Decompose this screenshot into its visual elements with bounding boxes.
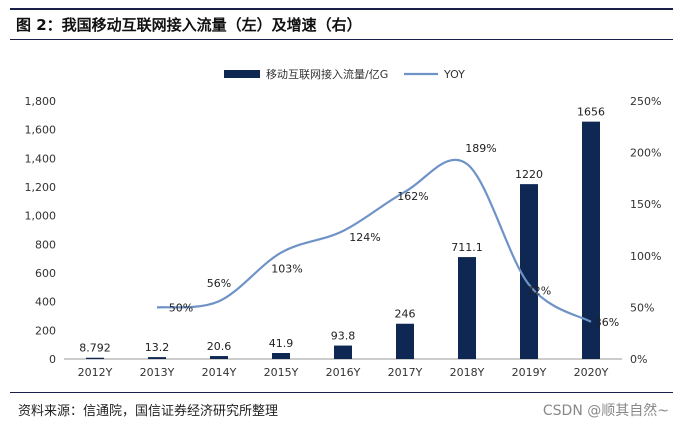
figure-title: 图 2：我国移动互联网接入流量（左）及增速（右）	[16, 16, 362, 34]
bar-value-label: 711.1	[451, 241, 483, 254]
yoy-value-label: 189%	[465, 142, 496, 155]
figure-title-bar: 图 2：我国移动互联网接入流量（左）及增速（右）	[10, 8, 673, 40]
right-axis-tick-label: 100%	[630, 250, 661, 263]
left-axis-tick-label: 1,000	[25, 210, 57, 223]
left-axis-tick-label: 600	[35, 267, 56, 280]
watermark: CSDN @顺其自然~	[542, 403, 669, 419]
left-axis-tick-label: 1,400	[25, 152, 57, 165]
left-axis-tick-label: 800	[35, 238, 56, 251]
left-axis-tick-label: 200	[35, 324, 56, 337]
left-axis-tick-label: 0	[49, 353, 56, 366]
bar-2016Y	[334, 345, 352, 359]
bar-2018Y	[458, 257, 476, 359]
yoy-value-label: 124%	[349, 231, 380, 244]
yoy-value-label: 50%	[169, 301, 193, 314]
right-axis-tick-label: 150%	[630, 198, 661, 211]
bar-2015Y	[272, 352, 290, 359]
right-axis-tick-label: 50%	[630, 301, 654, 314]
bar-2017Y	[396, 323, 414, 359]
x-axis-tick-label: 2013Y	[140, 366, 175, 379]
x-axis-tick-label: 2012Y	[78, 366, 113, 379]
bar-2013Y	[148, 357, 166, 359]
x-axis-tick-label: 2015Y	[264, 366, 299, 379]
left-axis-tick-label: 400	[35, 296, 56, 309]
yoy-value-label: 72%	[527, 285, 551, 298]
yoy-value-label: 162%	[397, 190, 428, 203]
yoy-value-label: 56%	[207, 277, 231, 290]
bar-value-label: 1656	[577, 106, 605, 119]
left-axis-tick-label: 1,200	[25, 181, 57, 194]
legend-bar-swatch	[224, 70, 260, 78]
left-axis-tick-label: 1,800	[25, 95, 57, 108]
right-axis-tick-label: 200%	[630, 147, 661, 160]
bar-value-label: 8.792	[79, 342, 111, 355]
yoy-value-label: 103%	[271, 263, 302, 276]
x-axis-tick-label: 2014Y	[202, 366, 237, 379]
x-axis-tick-label: 2017Y	[388, 366, 423, 379]
bar-2019Y	[520, 184, 538, 359]
footer-divider	[10, 392, 673, 393]
bar-value-label: 13.2	[145, 341, 170, 354]
x-axis-tick-label: 2018Y	[450, 366, 485, 379]
bar-value-label: 20.6	[207, 340, 232, 353]
right-axis-tick-label: 0%	[630, 353, 647, 366]
legend-line-label: YOY	[443, 68, 465, 81]
source-note: 资料来源：信通院，国信证券经济研究所整理	[18, 404, 279, 419]
x-axis-tick-label: 2016Y	[326, 366, 361, 379]
bar-value-label: 246	[395, 308, 416, 321]
bar-2012Y	[86, 357, 104, 359]
x-axis-tick-label: 2019Y	[512, 366, 547, 379]
bar-value-label: 41.9	[269, 337, 294, 350]
bar-value-label: 1220	[515, 168, 543, 181]
bar-value-label: 93.8	[331, 330, 356, 343]
right-axis-tick-label: 250%	[630, 95, 661, 108]
yoy-line	[156, 158, 592, 323]
bar-2014Y	[210, 356, 228, 359]
left-axis-tick-label: 1,600	[25, 124, 57, 137]
x-axis-tick-label: 2020Y	[574, 366, 609, 379]
bar-2020Y	[582, 121, 600, 359]
yoy-value-label: 36%	[595, 316, 619, 329]
legend-bar-label: 移动互联网接入流量/亿G	[266, 67, 388, 81]
